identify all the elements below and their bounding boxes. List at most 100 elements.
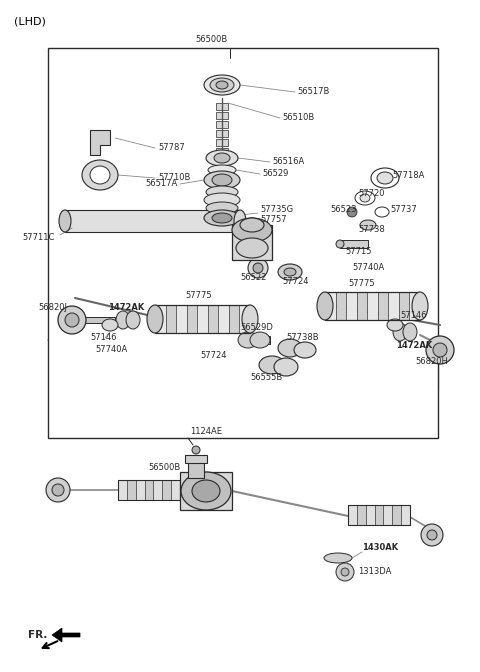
Ellipse shape: [204, 210, 240, 226]
Ellipse shape: [147, 305, 163, 333]
Ellipse shape: [377, 172, 393, 184]
Bar: [367, 292, 378, 320]
Bar: [197, 305, 208, 333]
Text: 57738B: 57738B: [286, 333, 319, 343]
Text: FR.: FR.: [28, 630, 48, 640]
Ellipse shape: [250, 332, 270, 348]
Text: 57718A: 57718A: [392, 171, 424, 179]
Polygon shape: [82, 198, 350, 240]
Bar: [188, 460, 204, 478]
Bar: [336, 292, 346, 320]
Bar: [378, 292, 388, 320]
Text: 56523: 56523: [330, 206, 357, 214]
Ellipse shape: [212, 174, 232, 186]
Bar: [216, 112, 228, 119]
Ellipse shape: [102, 319, 118, 331]
Text: 57757: 57757: [260, 216, 287, 224]
Bar: [247, 336, 270, 344]
Ellipse shape: [82, 160, 118, 190]
Bar: [325, 292, 420, 320]
Text: 57146: 57146: [400, 310, 427, 319]
Text: 1313DA: 1313DA: [358, 567, 391, 577]
Bar: [216, 103, 228, 110]
Ellipse shape: [375, 207, 389, 217]
Text: 57710B: 57710B: [158, 173, 191, 183]
Bar: [325, 292, 336, 320]
Bar: [357, 505, 366, 525]
Ellipse shape: [371, 168, 399, 188]
Bar: [48, 48, 438, 438]
Ellipse shape: [192, 480, 220, 502]
Bar: [366, 505, 374, 525]
Circle shape: [426, 336, 454, 364]
Ellipse shape: [412, 292, 428, 320]
Ellipse shape: [284, 268, 296, 276]
Bar: [216, 130, 228, 137]
Bar: [216, 121, 228, 128]
Bar: [392, 505, 401, 525]
Bar: [155, 305, 250, 333]
Text: 56522: 56522: [240, 274, 266, 282]
Text: 57724: 57724: [282, 278, 309, 286]
Text: 57787: 57787: [158, 144, 185, 153]
Ellipse shape: [360, 220, 376, 230]
Ellipse shape: [210, 78, 234, 92]
Text: 56500B: 56500B: [195, 36, 227, 44]
Ellipse shape: [317, 292, 333, 320]
Bar: [229, 305, 240, 333]
Ellipse shape: [206, 150, 238, 166]
Ellipse shape: [204, 193, 240, 207]
Ellipse shape: [212, 213, 232, 223]
Circle shape: [433, 343, 447, 357]
Bar: [118, 480, 180, 500]
Bar: [357, 292, 367, 320]
Text: 56555B: 56555B: [250, 374, 282, 382]
Bar: [216, 148, 228, 155]
Bar: [176, 305, 187, 333]
Text: 56500B: 56500B: [148, 464, 180, 472]
Ellipse shape: [206, 202, 238, 214]
Bar: [154, 480, 162, 500]
Ellipse shape: [208, 165, 236, 175]
Text: 57146: 57146: [90, 333, 117, 343]
Circle shape: [192, 446, 200, 454]
Text: 57775: 57775: [348, 278, 374, 288]
Bar: [240, 305, 250, 333]
Bar: [340, 240, 368, 248]
Circle shape: [253, 263, 263, 273]
Text: 56516A: 56516A: [272, 157, 304, 167]
Circle shape: [52, 484, 64, 496]
Ellipse shape: [393, 323, 407, 341]
Text: 57738: 57738: [358, 226, 385, 235]
Ellipse shape: [278, 339, 302, 357]
Bar: [185, 455, 207, 463]
Ellipse shape: [240, 218, 264, 232]
Text: 56820J: 56820J: [38, 304, 67, 312]
Ellipse shape: [274, 358, 298, 376]
Ellipse shape: [242, 305, 258, 333]
Ellipse shape: [214, 153, 230, 163]
Circle shape: [347, 207, 357, 217]
Bar: [166, 305, 176, 333]
Ellipse shape: [294, 342, 316, 358]
Circle shape: [248, 258, 268, 278]
Text: 57775: 57775: [185, 290, 212, 300]
Text: 56529D: 56529D: [240, 323, 273, 333]
Bar: [118, 480, 127, 500]
Polygon shape: [90, 130, 110, 155]
Text: 1472AK: 1472AK: [396, 341, 432, 349]
Circle shape: [336, 563, 354, 581]
Bar: [409, 292, 420, 320]
Bar: [187, 305, 197, 333]
Ellipse shape: [324, 553, 352, 563]
Bar: [374, 505, 384, 525]
Text: 56820H: 56820H: [415, 358, 448, 366]
Text: 1124AE: 1124AE: [190, 427, 222, 437]
Ellipse shape: [181, 472, 231, 510]
Text: 57740A: 57740A: [352, 263, 384, 273]
Ellipse shape: [360, 194, 370, 202]
Ellipse shape: [236, 238, 268, 258]
Bar: [127, 480, 136, 500]
Bar: [218, 305, 229, 333]
Circle shape: [421, 524, 443, 546]
